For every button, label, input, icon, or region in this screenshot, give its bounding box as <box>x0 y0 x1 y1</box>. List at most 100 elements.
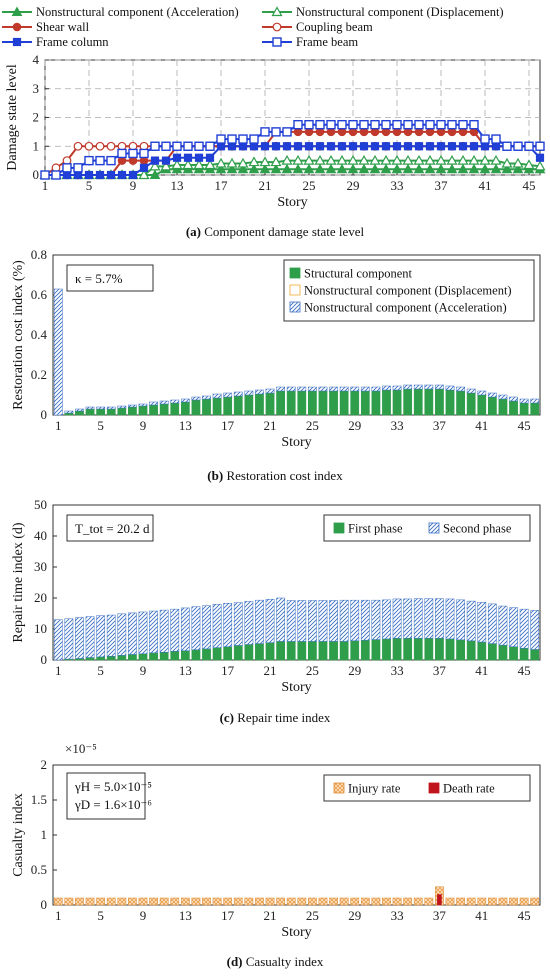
data-point <box>303 154 315 165</box>
bar <box>382 638 391 661</box>
bar <box>392 638 402 661</box>
bar <box>85 406 95 410</box>
data-point <box>337 119 347 130</box>
y-tick-label: 30 <box>34 559 47 574</box>
data-point <box>381 119 391 130</box>
data-point <box>325 154 337 165</box>
legend-marker <box>272 37 282 47</box>
bar <box>286 641 296 661</box>
bar <box>371 390 381 416</box>
data-point <box>535 153 545 162</box>
bar <box>64 412 74 416</box>
bar <box>159 652 169 661</box>
bar <box>530 897 540 906</box>
annotation: γH = 5.0×10⁻⁵ γD = 1.6×10⁻⁶ <box>66 772 152 820</box>
data-point <box>391 163 403 174</box>
bar <box>519 398 529 404</box>
bar <box>191 649 201 661</box>
bar <box>350 897 360 906</box>
x-tick-label: 1 <box>55 418 62 433</box>
bar <box>265 598 275 643</box>
legend-label: Injury rate <box>348 782 401 796</box>
data-point <box>314 154 326 165</box>
x-tick-label: 33 <box>391 178 404 193</box>
data-point <box>358 163 370 174</box>
bar <box>487 897 497 906</box>
annotation-text: γD = 1.6×10⁻⁶ <box>74 797 152 812</box>
data-point <box>271 127 281 137</box>
data-point <box>414 142 424 151</box>
legend-label: Frame column <box>36 35 109 49</box>
bar <box>445 598 455 640</box>
bar <box>180 398 190 403</box>
data-point <box>194 141 204 151</box>
bar <box>308 897 317 906</box>
bar <box>530 649 540 661</box>
bar <box>106 656 116 661</box>
data-point <box>359 119 369 130</box>
bar <box>339 599 349 642</box>
bar <box>297 600 307 642</box>
bar <box>360 639 370 661</box>
bar <box>117 405 127 409</box>
data-point <box>117 148 127 159</box>
x-tick-label: 9 <box>140 418 147 433</box>
bar <box>403 897 413 906</box>
data-point <box>502 141 512 151</box>
bar <box>255 599 264 644</box>
bar <box>223 646 233 661</box>
bar <box>435 638 444 661</box>
x-tick-label: 25 <box>306 418 319 433</box>
bar <box>170 897 180 906</box>
data-point <box>215 157 227 168</box>
legend-label: Frame beam <box>296 35 358 49</box>
data-point <box>204 159 216 170</box>
bar <box>117 613 127 656</box>
bar <box>202 897 211 906</box>
data-point <box>304 142 314 151</box>
caption: (b) Restoration cost index <box>207 468 343 483</box>
x-tick-label: 25 <box>303 178 316 193</box>
chart-panel-c: 0 10 20 30 40 50 1 5 9 13 17 21 25 29 33 37 41 45 Story Rep… <box>11 497 541 725</box>
bar <box>466 640 476 661</box>
data-point <box>138 169 150 180</box>
bar <box>255 643 264 661</box>
bar <box>223 392 233 398</box>
legend-box <box>283 259 535 322</box>
y-axis-label: Casualty index <box>11 793 26 877</box>
x-tick-label: 45 <box>518 418 531 433</box>
legend-label: Nonstructural component (Displacement) <box>304 284 512 298</box>
data-point <box>435 154 447 165</box>
bar <box>413 638 423 661</box>
bar <box>75 408 84 412</box>
data-point <box>182 159 194 170</box>
bar <box>286 390 296 416</box>
bar <box>509 646 518 661</box>
y-tick-label: 2 <box>33 110 40 125</box>
bar <box>445 638 455 661</box>
data-point <box>413 163 425 174</box>
y-tick-label: 20 <box>34 590 47 605</box>
data-point <box>205 153 215 162</box>
data-point <box>479 163 491 174</box>
bar <box>487 396 497 416</box>
x-tick-label: 37 <box>435 178 449 193</box>
bar <box>413 897 423 906</box>
data-point <box>95 170 105 180</box>
data-point <box>270 163 282 174</box>
data-point <box>403 119 413 130</box>
bar <box>466 392 476 416</box>
data-point <box>149 169 161 179</box>
x-tick-label: 41 <box>475 908 488 923</box>
x-tick-label: 9 <box>140 908 147 923</box>
data-point <box>149 160 161 171</box>
data-point <box>128 170 138 180</box>
bar <box>297 897 307 906</box>
bar <box>276 386 285 392</box>
y-tick-label: 3 <box>33 81 40 96</box>
bar <box>509 607 518 647</box>
data-point <box>402 154 414 165</box>
data-point <box>359 142 369 151</box>
chart-panel-d: 00.511.521 5 9 13 17 21 25 29 33 37 41 45StoryCasua… <box>11 741 541 969</box>
y-multiplier: ×10⁻⁵ <box>65 741 97 756</box>
